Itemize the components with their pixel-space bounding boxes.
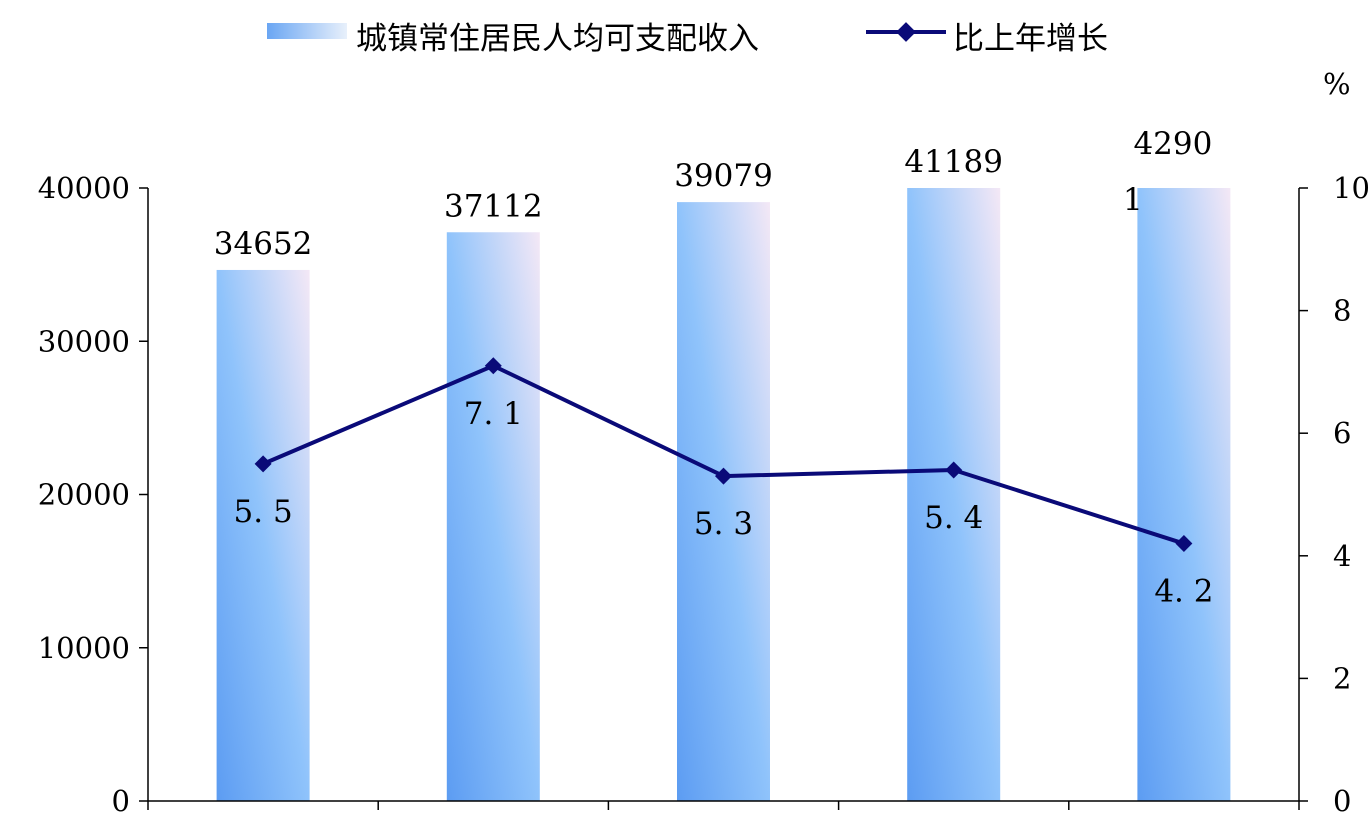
growth-value-label: 5. 5 <box>234 494 293 530</box>
right-y-tick-label: 6 <box>1333 416 1351 450</box>
bars-group <box>216 188 1231 801</box>
legend-line-marker <box>896 22 916 42</box>
right-y-tick-label: 10 <box>1333 171 1370 205</box>
growth-line-group <box>254 357 1193 553</box>
axes-group: 0 10000 20000 30000 40000 0 2 4 6 8 10 <box>38 171 1370 818</box>
growth-value-label: 7. 1 <box>464 396 523 432</box>
bar-value-label: 34652 <box>214 226 313 262</box>
legend-bar-label: 城镇常住居民人均可支配收入 <box>356 21 759 57</box>
income-bar <box>446 232 540 801</box>
right-y-tick-label: 4 <box>1333 539 1351 573</box>
growth-value-label: 5. 4 <box>924 500 983 536</box>
left-y-tick-label: 20000 <box>38 478 130 512</box>
growth-marker <box>1175 535 1193 553</box>
left-y-tick-label: 30000 <box>38 324 130 358</box>
bar-value-label: 39079 <box>674 158 773 194</box>
growth-marker <box>945 461 963 479</box>
right-axis-unit: % <box>1323 67 1351 101</box>
right-y-tick-label: 0 <box>1333 784 1351 818</box>
left-y-tick-label: 10000 <box>38 631 130 665</box>
left-y-tick-label: 0 <box>112 784 130 818</box>
income-bar <box>1137 188 1231 801</box>
bar-value-label: 4290 1 <box>1123 126 1212 218</box>
growth-marker <box>254 455 272 473</box>
right-y-tick-label: 2 <box>1333 661 1351 695</box>
income-bar <box>677 202 770 801</box>
growth-marker <box>715 467 732 485</box>
bar-value-label: 37112 <box>444 188 543 224</box>
legend-line-label: 比上年增长 <box>953 21 1108 57</box>
growth-marker <box>484 357 502 375</box>
growth-value-label: 5. 3 <box>694 506 753 542</box>
bar-value-label: 41189 <box>904 144 1003 180</box>
legend-bar-swatch <box>267 23 347 39</box>
income-bar <box>907 188 1001 801</box>
legend: 城镇常住居民人均可支配收入 比上年增长 <box>267 21 1108 57</box>
left-y-tick-label: 40000 <box>38 171 130 205</box>
right-y-tick-label: 8 <box>1333 294 1351 328</box>
growth-value-label: 4. 2 <box>1154 574 1213 610</box>
income-bar <box>216 269 310 801</box>
labels-group: 34652 37112 39079 41189 4290 1 5. 5 7. 1 5. 3 5. … <box>214 126 1214 610</box>
